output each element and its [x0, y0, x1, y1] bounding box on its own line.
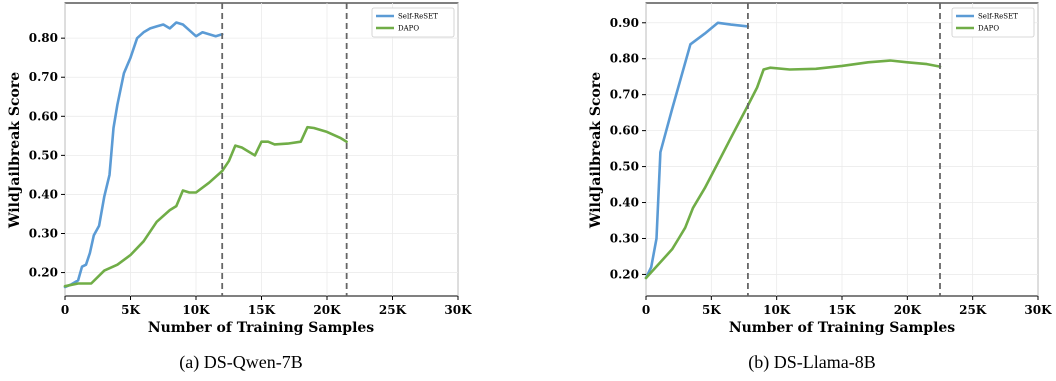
y-tick-label: 0.60	[610, 124, 639, 138]
x-tick-label: 10K	[763, 303, 791, 317]
y-tick-label: 0.70	[29, 70, 58, 84]
y-tick-label: 0.50	[610, 160, 639, 174]
x-tick-label: 20K	[313, 303, 341, 317]
x-tick-label: 10K	[182, 303, 210, 317]
x-tick-label: 5K	[702, 303, 721, 317]
legend: Self-ReSET DAPO	[951, 7, 1035, 38]
chart-panel-b: 0 5K 10K 15K 20K 25K 30K 0.200.300.400.500.600…	[588, 2, 1052, 373]
caption-a: (a) DS-Qwen-7B	[179, 352, 302, 373]
y-axis-ticks: 0.20 0.30 0.40 0.50 0.60 0.70 0.80 0.90	[610, 16, 646, 281]
y-tick-label: 0.30	[610, 231, 639, 245]
y-tick-label: 0.60	[29, 109, 58, 123]
x-tick-label: 0	[61, 303, 69, 317]
legend-label-dapo: DAPO	[978, 25, 999, 33]
x-axis-ticks: 0 5K 10K 15K 20K 25K 30K	[642, 296, 1052, 317]
y-tick-label: 0.20	[29, 266, 58, 280]
y-tick-label: 0.80	[610, 52, 639, 66]
y-tick-label: 0.40	[610, 196, 639, 210]
x-tick-label: 0	[642, 303, 650, 317]
x-tick-label: 20K	[894, 303, 922, 317]
series-layer	[63, 21, 348, 289]
x-tick-label: 15K	[828, 303, 856, 317]
y-tick-label: 0.20	[610, 267, 639, 281]
legend-label-dapo: DAPO	[398, 25, 419, 33]
y-tick-label: 0.90	[610, 16, 639, 30]
x-tick-label: 25K	[379, 303, 407, 317]
grid-lines	[64, 3, 459, 296]
y-tick-label: 0.80	[29, 31, 58, 45]
caption-b: (b) DS-Llama-8B	[748, 352, 875, 373]
x-tick-label: 5K	[121, 303, 140, 317]
chart-panel-a: 0 5K 10K 15K 20K 25K 30K 0.200.300.400.500.600…	[7, 2, 472, 373]
legend-label-self-reset: Self-ReSET	[398, 13, 438, 21]
x-tick-label: 15K	[248, 303, 276, 317]
y-tick-label: 0.40	[29, 187, 58, 201]
series-line-dapo	[63, 125, 348, 288]
y-tick-label: 0.50	[29, 148, 58, 162]
grid-lines	[645, 3, 1039, 296]
legend-label-self-reset: Self-ReSET	[978, 13, 1018, 21]
series-line-self-reset	[644, 21, 750, 280]
y-axis-label: WildJailbreak Score	[588, 72, 604, 229]
y-axis-label: WildJailbreak Score	[7, 72, 23, 229]
vertical-marker-lines	[747, 3, 941, 296]
series-line-self-reset	[63, 21, 224, 289]
y-tick-label: 0.30	[29, 226, 58, 240]
x-axis-label: Number of Training Samples	[148, 320, 374, 336]
x-tick-label: 30K	[444, 303, 472, 317]
vertical-marker-lines	[221, 3, 348, 296]
x-axis-ticks: 0 5K 10K 15K 20K 25K 30K	[61, 296, 472, 317]
legend: Self-ReSET DAPO	[371, 7, 455, 38]
y-tick-label: 0.70	[610, 88, 639, 102]
y-axis-ticks: 0.20 0.30 0.40 0.50 0.60 0.70 0.80	[29, 31, 65, 280]
x-axis-label: Number of Training Samples	[729, 320, 955, 336]
x-tick-label: 30K	[1024, 303, 1052, 317]
series-line-dapo	[644, 59, 942, 280]
x-tick-label: 25K	[959, 303, 987, 317]
series-layer	[644, 21, 942, 280]
